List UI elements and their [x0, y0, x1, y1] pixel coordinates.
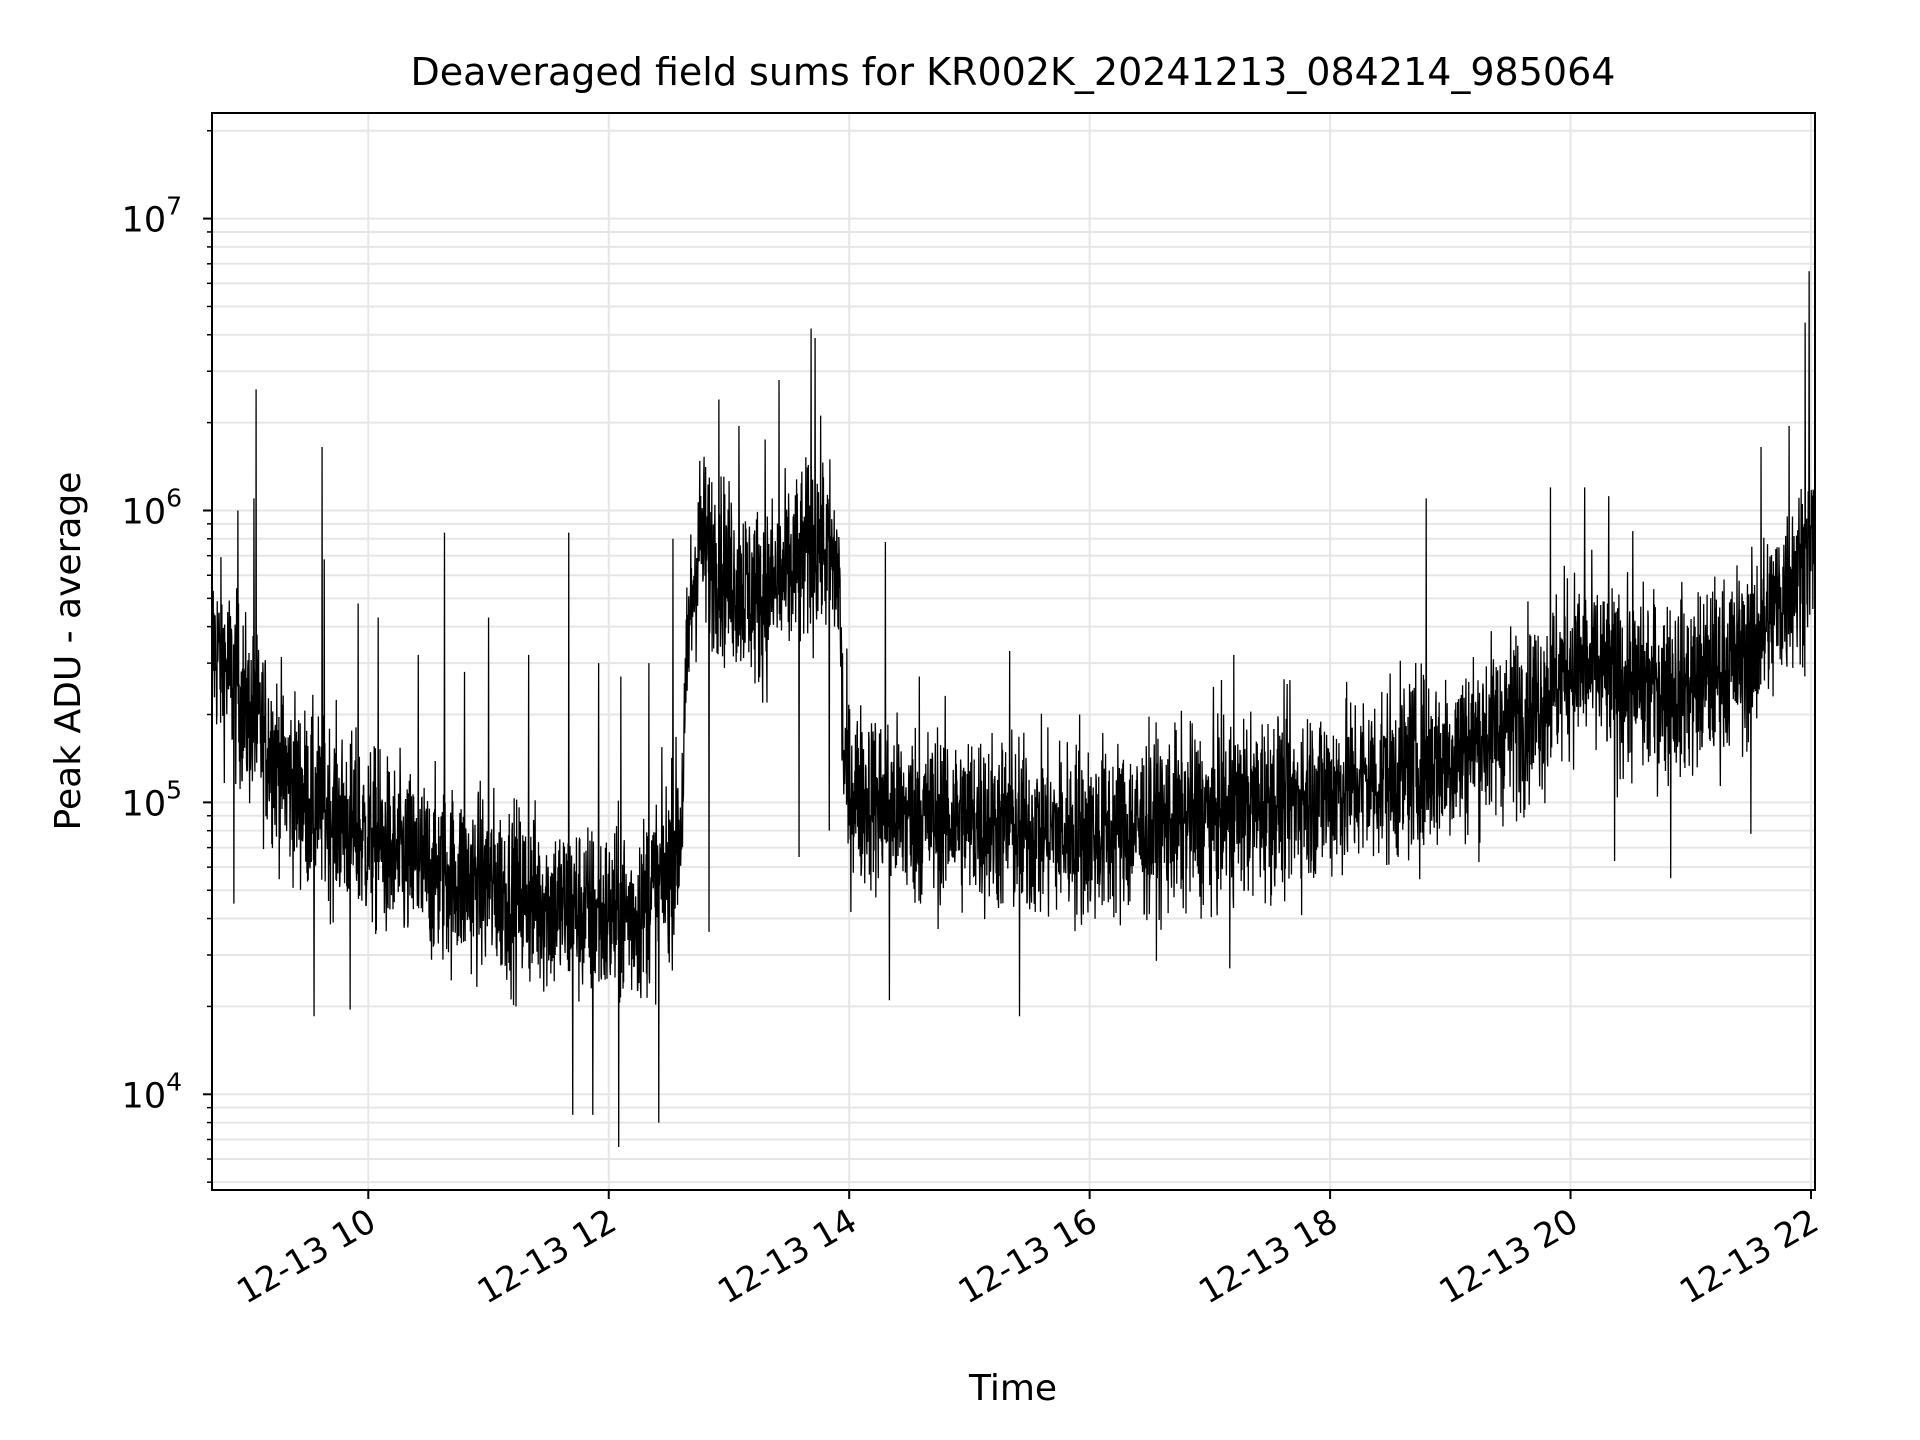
y-tick-label: 107: [122, 192, 182, 241]
x-axis-label: Time: [968, 1368, 1057, 1409]
y-axis-label: Peak ADU - average: [48, 472, 89, 831]
data-series: [211, 271, 1816, 1147]
y-tick-label: 106: [122, 483, 182, 532]
y-tick-label: 105: [122, 775, 182, 824]
y-tick-label: 104: [122, 1067, 182, 1116]
series-line: [211, 271, 1816, 1147]
chart-title: Deaveraged field sums for KR002K_2024121…: [411, 50, 1616, 94]
y-axis: 104 105 106 107: [122, 129, 212, 1183]
plot-area-frame: [211, 112, 1816, 1191]
